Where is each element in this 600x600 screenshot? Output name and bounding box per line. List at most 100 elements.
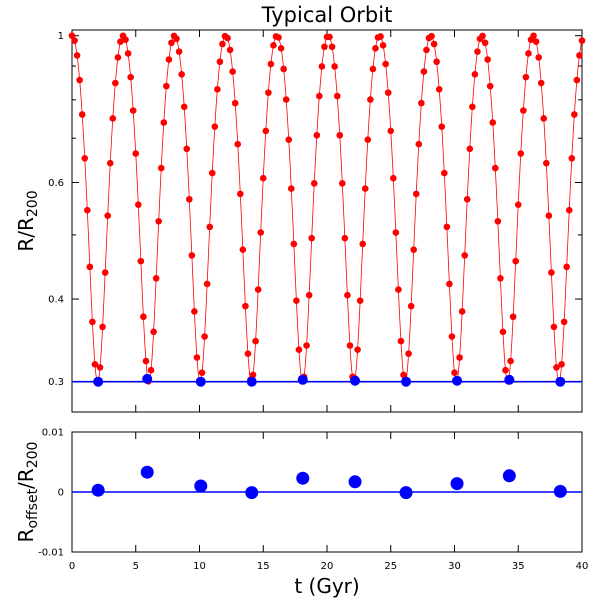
orbit-sample-point bbox=[160, 119, 168, 126]
orbit-sample-point bbox=[405, 350, 412, 358]
orbit-sample-point bbox=[101, 269, 109, 276]
orbit-y-axis-label: R/R200 bbox=[14, 190, 41, 251]
orbit-sample-point bbox=[275, 34, 282, 41]
orbit-sample-point bbox=[369, 65, 377, 73]
orbit-sample-point bbox=[553, 364, 560, 371]
orbit-sample-point bbox=[78, 111, 86, 118]
orbit-sample-point bbox=[522, 73, 530, 81]
orbit-sample-point bbox=[193, 354, 201, 361]
orbit-y-tick-label: 0.4 bbox=[48, 295, 64, 306]
orbit-sample-point bbox=[318, 63, 326, 70]
chart-title: Typical Orbit bbox=[261, 3, 393, 27]
orbit-sample-point bbox=[412, 190, 420, 198]
orbit-minor-ticks bbox=[72, 65, 582, 236]
orbit-sample-point bbox=[397, 337, 405, 345]
offset-point bbox=[399, 486, 413, 500]
orbit-sample-point bbox=[137, 257, 145, 265]
orbit-sample-point bbox=[231, 99, 239, 107]
orbit-sample-point bbox=[224, 34, 231, 42]
orbit-sample-point bbox=[206, 223, 213, 231]
pericenter-point bbox=[297, 374, 308, 385]
orbit-sample-point bbox=[91, 361, 99, 368]
orbit-sample-point bbox=[328, 43, 336, 51]
orbit-y-tick-label: 0.6 bbox=[48, 178, 64, 189]
orbit-sample-point bbox=[548, 269, 555, 276]
orbit-sample-point bbox=[379, 42, 387, 49]
orbit-sample-point bbox=[191, 308, 198, 315]
orbit-sample-point bbox=[573, 76, 581, 84]
orbit-sample-point bbox=[183, 145, 191, 153]
orbit-sample-point bbox=[433, 58, 440, 66]
orbit-sample-point bbox=[392, 229, 400, 236]
pericenter-markers bbox=[93, 373, 566, 387]
offset-y-tick-label: 0 bbox=[58, 488, 64, 499]
offset-x-tick-label: 15 bbox=[257, 561, 270, 572]
orbit-sample-point bbox=[147, 366, 155, 374]
offset-y-tick-label: -0.01 bbox=[38, 548, 64, 559]
orbit-sample-point bbox=[106, 159, 114, 167]
orbit-sample-point bbox=[456, 354, 463, 361]
orbit-sample-point bbox=[201, 333, 208, 340]
orbit-sample-point bbox=[443, 223, 451, 231]
orbit-sample-point bbox=[124, 50, 132, 57]
orbit-sample-point bbox=[492, 164, 499, 172]
offset-x-tick-label: 40 bbox=[576, 561, 589, 572]
orbit-sample-point bbox=[252, 337, 259, 345]
offset-x-tick-label: 10 bbox=[193, 561, 206, 572]
offset-y-ticks: 0.01 0 -0.01 bbox=[38, 428, 582, 559]
orbit-sample-point bbox=[499, 328, 507, 336]
orbit-sample-point bbox=[344, 291, 351, 299]
orbit-sample-point bbox=[446, 280, 453, 288]
orbit-sample-point bbox=[76, 76, 83, 84]
orbit-sample-point bbox=[211, 123, 219, 130]
orbit-sample-point bbox=[509, 313, 517, 321]
orbit-sample-point bbox=[535, 54, 542, 61]
orbit-sample-point bbox=[244, 350, 252, 358]
orbit-sample-point bbox=[127, 73, 134, 81]
offset-point bbox=[91, 483, 105, 497]
orbit-sample-point bbox=[486, 82, 494, 90]
offset-y-axis-label: Roffset/R200 bbox=[14, 442, 41, 543]
orbit-sample-point bbox=[68, 32, 76, 39]
orbit-sample-point bbox=[173, 35, 180, 43]
offset-panel: 0.01 0 -0.01 0 5 10 15 20 25 30 35 40 bbox=[38, 428, 588, 573]
orbit-sample-point bbox=[384, 89, 392, 96]
orbit-sample-point bbox=[257, 229, 265, 236]
orbit-sample-point bbox=[114, 54, 122, 61]
pericenter-point bbox=[504, 374, 515, 385]
orbit-sample-point bbox=[571, 111, 578, 118]
orbit-sample-point bbox=[168, 39, 175, 47]
orbit-sample-point bbox=[163, 82, 170, 90]
orbit-sample-point bbox=[418, 99, 425, 107]
orbit-samples bbox=[68, 32, 586, 385]
orbit-sample-point bbox=[280, 65, 287, 73]
pericenter-point bbox=[401, 376, 412, 387]
orbit-sample-point bbox=[265, 89, 272, 96]
offset-x-tick-label: 25 bbox=[384, 561, 397, 572]
pericenter-point bbox=[195, 376, 206, 387]
orbit-sample-point bbox=[387, 127, 395, 135]
orbit-sample-point bbox=[568, 154, 576, 162]
orbit-sample-point bbox=[415, 140, 423, 148]
orbit-sample-point bbox=[497, 274, 504, 282]
orbit-sample-point bbox=[461, 252, 469, 259]
orbit-sample-point bbox=[410, 246, 418, 253]
orbit-sample-point bbox=[390, 174, 397, 182]
x-axis-label: t (Gyr) bbox=[294, 574, 359, 598]
orbit-sample-point bbox=[308, 234, 316, 242]
orbit-sample-point bbox=[331, 63, 338, 70]
orbit-sample-point bbox=[333, 92, 341, 100]
orbit-sample-point bbox=[208, 169, 216, 177]
orbit-sample-point bbox=[140, 313, 147, 321]
orbit-sample-point bbox=[109, 115, 117, 122]
orbit-sample-point bbox=[576, 52, 583, 59]
orbit-sample-point bbox=[99, 323, 106, 331]
orbit-sample-point bbox=[316, 92, 323, 100]
orbit-sample-point bbox=[474, 48, 481, 55]
orbit-sample-point bbox=[359, 240, 367, 248]
orbit-sample-point bbox=[267, 60, 275, 68]
orbit-sample-point bbox=[237, 190, 244, 198]
orbit-panel-frame bbox=[71, 29, 583, 413]
orbit-sample-point bbox=[484, 56, 491, 63]
orbit-sample-point bbox=[122, 36, 129, 43]
